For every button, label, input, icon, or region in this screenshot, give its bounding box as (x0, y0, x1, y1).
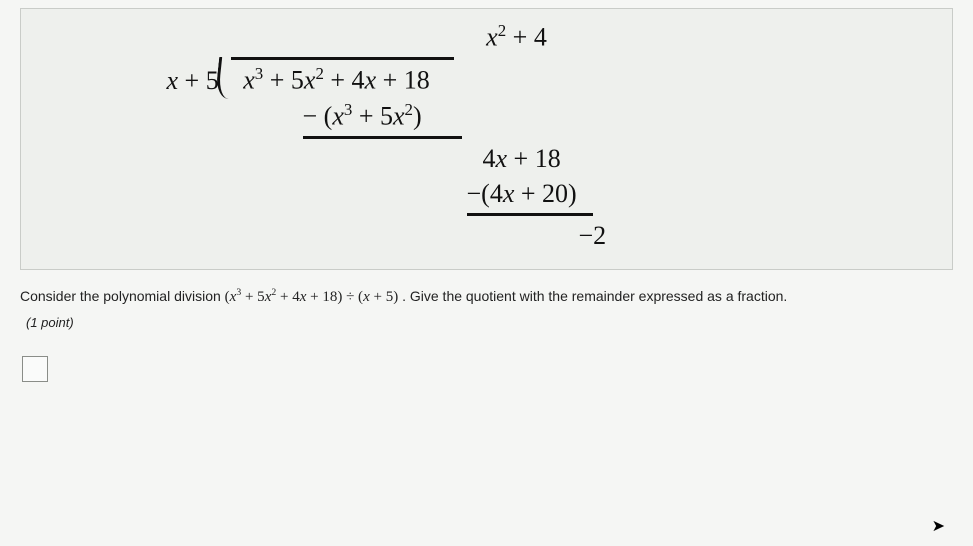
step-subtract-2: −(4x + 20) (167, 174, 807, 216)
question-suffix: . Give the quotient with the remainder e… (402, 288, 787, 304)
dividend: x3 + 5x2 + 4x + 18 (231, 57, 454, 96)
long-division-figure: x2 + 4 x + 5 x3 + 5x2 + 4x + 18 − (x3 + … (167, 21, 807, 251)
points-label: (1 point) (26, 315, 953, 330)
remainder: −2 (579, 220, 807, 251)
quotient: x2 + 4 (167, 21, 807, 53)
question-expression: (x3 + 5x2 + 4x + 18) ÷ (x + 5) (225, 289, 399, 305)
step-subtract-1: − (x3 + 5x2) (167, 96, 807, 139)
question-text: Consider the polynomial division (x3 + 5… (20, 286, 953, 309)
worked-division-box: x2 + 4 x + 5 x3 + 5x2 + 4x + 18 − (x3 + … (20, 8, 953, 270)
answer-input[interactable] (22, 356, 48, 382)
step-bring-down: 4x + 18 (483, 143, 807, 174)
question-prefix: Consider the polynomial division (20, 288, 225, 304)
mouse-cursor-icon: ➤ (932, 516, 945, 536)
divisor: x + 5 (167, 65, 225, 96)
division-setup: x + 5 x3 + 5x2 + 4x + 18 (167, 57, 807, 96)
